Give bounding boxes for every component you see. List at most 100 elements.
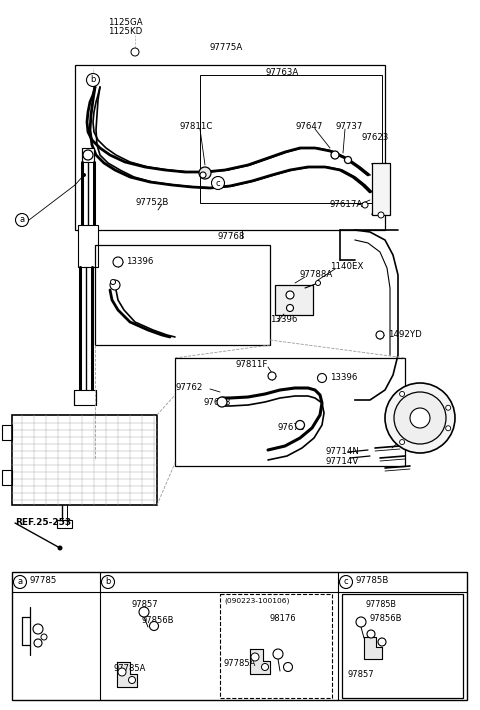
- Circle shape: [410, 408, 430, 428]
- Circle shape: [394, 392, 446, 444]
- Text: 1125KD: 1125KD: [108, 27, 142, 36]
- Text: 97752B: 97752B: [135, 198, 168, 207]
- Circle shape: [149, 621, 158, 630]
- Circle shape: [399, 439, 405, 444]
- Circle shape: [378, 212, 384, 218]
- Text: 97811F: 97811F: [235, 360, 267, 369]
- Text: 97763A: 97763A: [265, 68, 298, 77]
- Circle shape: [378, 638, 386, 646]
- Bar: [74, 390, 96, 405]
- Text: 97857: 97857: [348, 670, 374, 679]
- Circle shape: [212, 177, 225, 190]
- Circle shape: [367, 630, 375, 638]
- Text: 97856B: 97856B: [142, 616, 175, 625]
- Circle shape: [262, 664, 268, 670]
- Circle shape: [273, 649, 283, 659]
- Text: 97737: 97737: [335, 122, 362, 131]
- Text: 97647: 97647: [295, 122, 323, 131]
- Bar: [342, 594, 463, 698]
- Text: (090223-100106): (090223-100106): [224, 598, 289, 604]
- Bar: [95, 245, 270, 345]
- Text: 97623: 97623: [362, 133, 389, 142]
- Bar: [82, 148, 94, 162]
- Circle shape: [446, 426, 451, 431]
- Circle shape: [15, 214, 28, 226]
- Bar: [275, 285, 313, 315]
- Text: c: c: [216, 178, 220, 187]
- Bar: [372, 163, 390, 215]
- Circle shape: [199, 167, 211, 179]
- Circle shape: [331, 151, 339, 159]
- Bar: [2, 425, 12, 440]
- Circle shape: [287, 305, 293, 312]
- Bar: [75, 65, 385, 230]
- Text: 1140EX: 1140EX: [330, 262, 363, 271]
- Text: 97775A: 97775A: [210, 43, 243, 52]
- Circle shape: [13, 576, 26, 589]
- Text: 97678: 97678: [203, 398, 230, 407]
- Text: a: a: [19, 216, 24, 224]
- Text: a: a: [17, 577, 23, 586]
- Circle shape: [118, 668, 126, 676]
- Text: 1125GA: 1125GA: [108, 18, 143, 27]
- Circle shape: [200, 172, 206, 178]
- Circle shape: [345, 156, 351, 163]
- Bar: [78, 225, 98, 267]
- Text: b: b: [105, 577, 111, 586]
- Circle shape: [131, 48, 139, 56]
- Circle shape: [139, 607, 149, 617]
- Text: 13396: 13396: [126, 257, 154, 266]
- Text: 97768: 97768: [218, 232, 245, 241]
- Bar: [200, 75, 382, 203]
- Bar: [175, 358, 405, 466]
- Text: 13396: 13396: [270, 315, 298, 324]
- Polygon shape: [117, 662, 137, 687]
- Circle shape: [113, 257, 123, 267]
- Circle shape: [315, 280, 321, 285]
- Circle shape: [33, 624, 43, 634]
- Circle shape: [129, 677, 135, 684]
- Text: b: b: [90, 75, 96, 84]
- Bar: [2, 470, 12, 485]
- Bar: [220, 594, 332, 698]
- Circle shape: [58, 545, 62, 550]
- Circle shape: [317, 373, 326, 383]
- Circle shape: [362, 202, 368, 208]
- Circle shape: [284, 662, 292, 672]
- Text: 97785A: 97785A: [224, 659, 256, 668]
- Circle shape: [217, 397, 227, 407]
- Text: 97857: 97857: [132, 600, 158, 609]
- Circle shape: [101, 576, 115, 589]
- Text: c: c: [344, 577, 348, 586]
- Circle shape: [286, 291, 294, 299]
- Text: 97788A: 97788A: [300, 270, 333, 279]
- Circle shape: [385, 383, 455, 453]
- Circle shape: [296, 420, 304, 430]
- Bar: [12, 572, 467, 700]
- Text: 97785A: 97785A: [114, 664, 146, 673]
- Text: 97785: 97785: [30, 576, 58, 585]
- Circle shape: [399, 391, 405, 396]
- Polygon shape: [250, 649, 270, 674]
- Circle shape: [339, 576, 352, 589]
- Text: 97856B: 97856B: [370, 614, 403, 623]
- Text: 97714N: 97714N: [325, 447, 359, 456]
- Circle shape: [110, 280, 120, 290]
- Polygon shape: [364, 637, 382, 659]
- Bar: [12, 415, 157, 505]
- Text: 97678: 97678: [278, 423, 305, 432]
- Text: 97811C: 97811C: [180, 122, 214, 131]
- Text: 97714V: 97714V: [325, 457, 358, 466]
- Circle shape: [356, 617, 366, 627]
- Circle shape: [446, 405, 451, 410]
- Text: 1492YD: 1492YD: [388, 330, 422, 339]
- Text: 97701: 97701: [400, 435, 427, 444]
- Circle shape: [268, 372, 276, 380]
- Circle shape: [110, 280, 116, 285]
- Text: 13396: 13396: [330, 373, 358, 382]
- Circle shape: [86, 74, 99, 87]
- Text: 97762: 97762: [175, 383, 203, 392]
- Circle shape: [34, 639, 42, 647]
- Text: 97785B: 97785B: [366, 600, 397, 609]
- Text: 98176: 98176: [270, 614, 297, 623]
